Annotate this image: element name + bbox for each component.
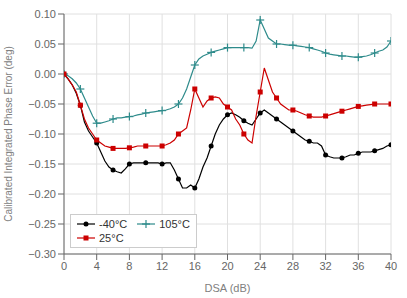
svg-text:0.05: 0.05: [35, 38, 56, 50]
svg-text:0.00: 0.00: [35, 68, 56, 80]
svg-text:DSA (dB): DSA (dB): [205, 282, 251, 294]
svg-text:0: 0: [61, 260, 67, 272]
html-text:105°C: 105°C: [159, 218, 190, 230]
svg-text:−0.05: −0.05: [28, 98, 56, 110]
svg-text:−0.30: −0.30: [28, 248, 56, 260]
svg-text:12: 12: [156, 260, 168, 272]
svg-text:−0.25: −0.25: [28, 218, 56, 230]
svg-text:8: 8: [126, 260, 132, 272]
svg-text:24: 24: [254, 260, 266, 272]
svg-text:0.10: 0.10: [35, 8, 56, 20]
svg-text:20: 20: [221, 260, 233, 272]
svg-text:−0.15: −0.15: [28, 158, 56, 170]
svg-text:4: 4: [94, 260, 100, 272]
html-text:-40°C: -40°C: [99, 218, 128, 230]
svg-text:−0.10: −0.10: [28, 128, 56, 140]
svg-text:28: 28: [287, 260, 299, 272]
svg-text:32: 32: [319, 260, 331, 272]
svg-text:16: 16: [189, 260, 201, 272]
svg-text:Calibrated Integrated Phase Er: Calibrated Integrated Phase Error (deg): [8, 46, 14, 222]
svg-text:40: 40: [385, 260, 397, 272]
html-text:25°C: 25°C: [99, 232, 124, 244]
svg-text:36: 36: [352, 260, 364, 272]
svg-text:−0.20: −0.20: [28, 188, 56, 200]
